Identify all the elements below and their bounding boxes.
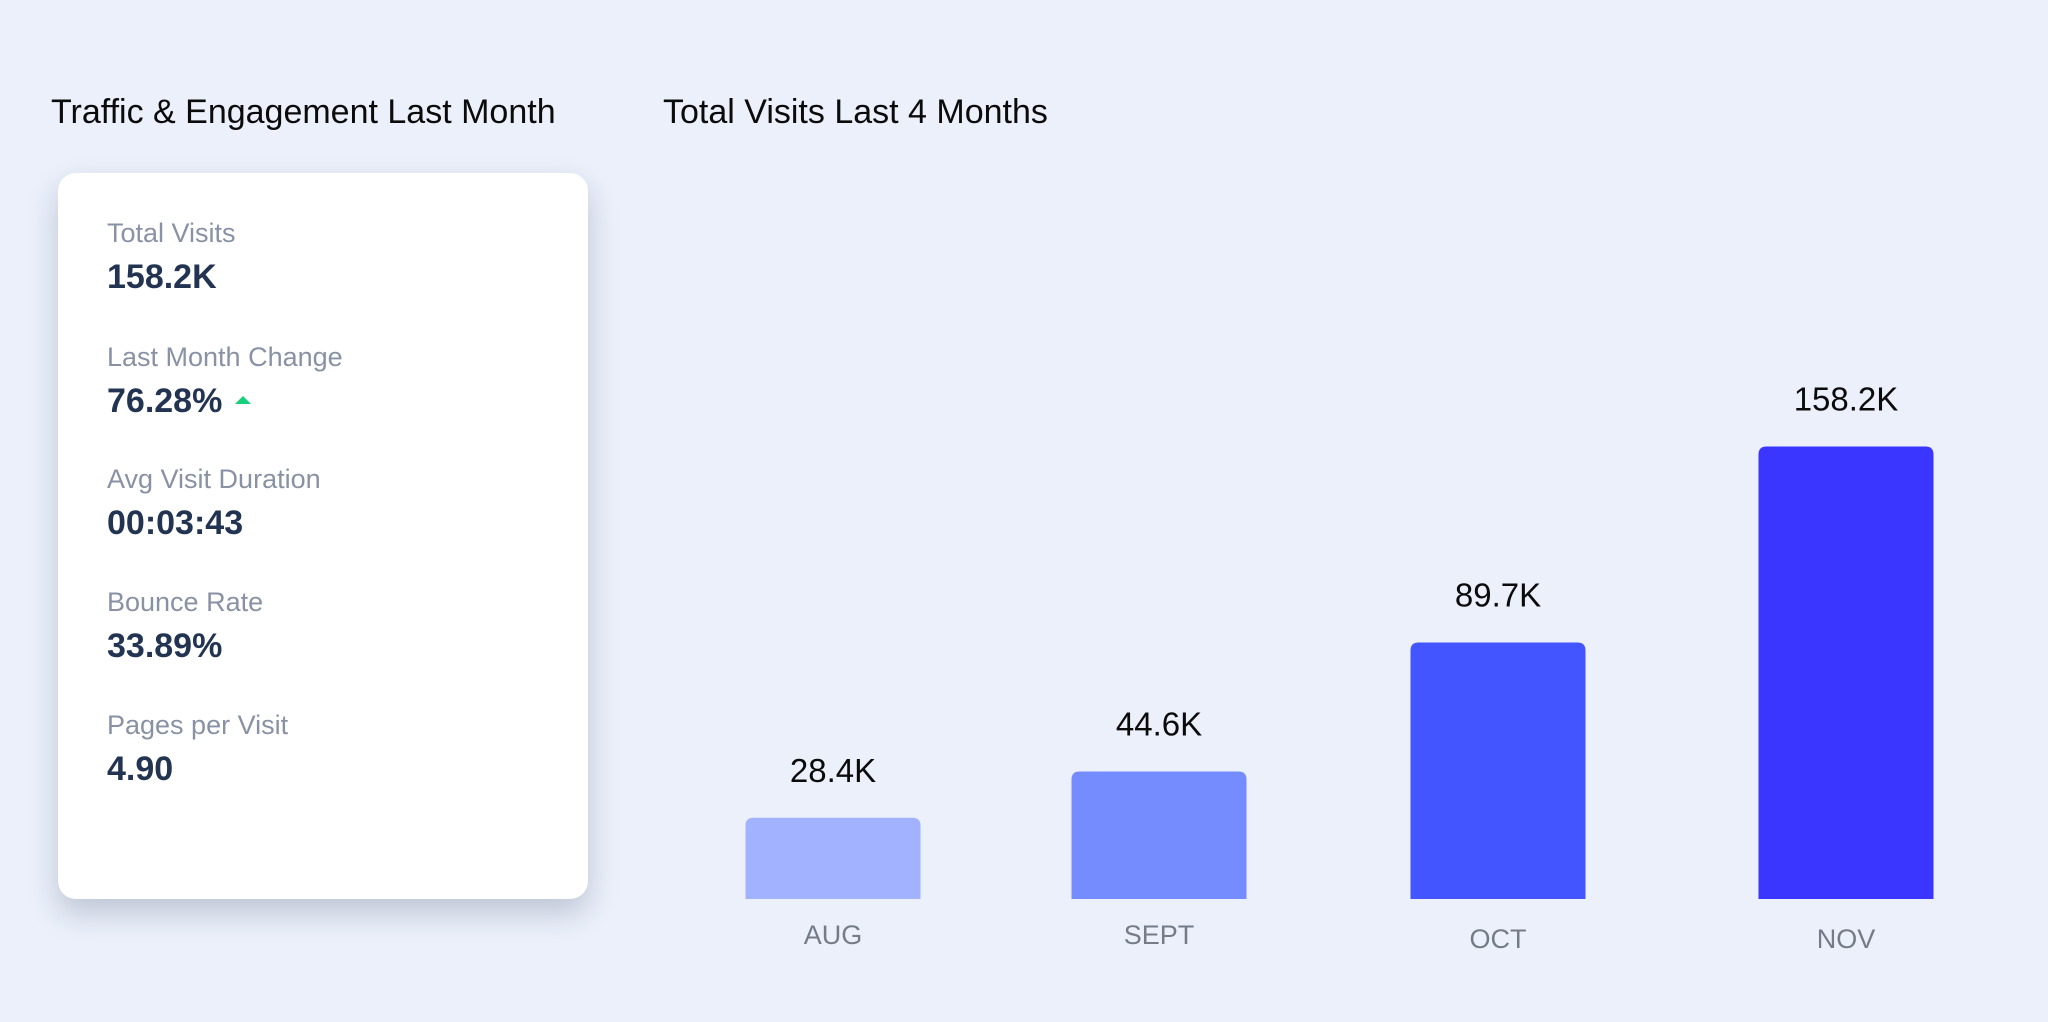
up-arrow-icon (235, 396, 252, 404)
bar-value-label: 44.6K (1116, 705, 1202, 742)
stat-label: Total Visits (107, 218, 236, 248)
stats-card: Total Visits 158.2K Last Month Change 76… (58, 173, 588, 899)
stat-label: Avg Visit Duration (107, 464, 321, 494)
stat-value-text: 00:03:43 (107, 504, 244, 542)
bar-oct (1410, 642, 1586, 899)
stat-value-text: 158.2K (107, 258, 217, 296)
x-tick-label: AUG (804, 920, 863, 950)
bar-nov (1758, 446, 1934, 899)
bar-value-label: 28.4K (790, 752, 876, 789)
chart-section-title: Total Visits Last 4 Months (663, 93, 1048, 131)
stat-bounce-rate: Bounce Rate 33.89% (107, 586, 263, 666)
stat-pages-per-visit: Pages per Visit 4.90 (107, 709, 288, 789)
x-tick-label: OCT (1470, 924, 1527, 954)
bar-aug (745, 817, 921, 899)
stat-label: Pages per Visit (107, 710, 289, 740)
stat-label: Last Month Change (107, 342, 343, 372)
stat-last-month-change: Last Month Change 76.28% (107, 341, 343, 421)
stat-value: 158.2K (107, 257, 236, 297)
stat-value: 00:03:43 (107, 503, 321, 543)
stat-total-visits: Total Visits 158.2K (107, 217, 236, 297)
bar-value-label: 158.2K (1794, 381, 1899, 418)
stat-value-text: 33.89% (107, 627, 223, 665)
stat-value: 4.90 (107, 749, 288, 789)
stat-value-text: 76.28% (107, 382, 223, 420)
x-tick-label: SEPT (1124, 920, 1195, 950)
x-tick-label: NOV (1817, 924, 1876, 954)
stat-value: 76.28% (107, 381, 343, 421)
bar-sept (1071, 771, 1247, 899)
stat-label: Bounce Rate (107, 587, 264, 617)
stat-avg-visit-duration: Avg Visit Duration 00:03:43 (107, 463, 321, 543)
stat-value-text: 4.90 (107, 750, 174, 788)
stats-section-title: Traffic & Engagement Last Month (51, 93, 556, 131)
bar-value-label: 89.7K (1455, 576, 1541, 613)
stat-value: 33.89% (107, 626, 263, 666)
